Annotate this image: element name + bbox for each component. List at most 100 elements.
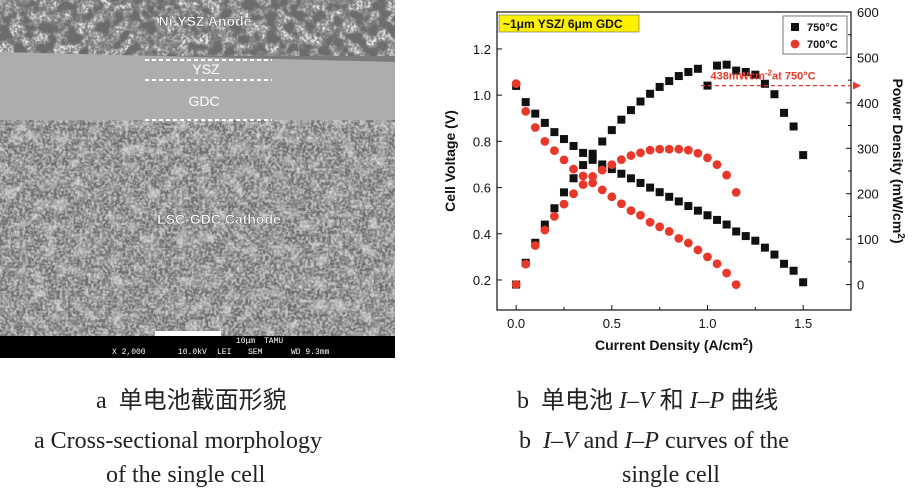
point-voltage-750	[569, 141, 578, 150]
caption-b-en-letter: b	[519, 428, 531, 454]
point-power-700	[664, 144, 674, 154]
point-voltage-700	[597, 185, 607, 195]
point-power-700	[712, 160, 722, 170]
point-voltage-750	[684, 202, 693, 211]
point-voltage-750	[799, 278, 808, 287]
point-voltage-750	[665, 192, 674, 201]
point-power-700	[636, 148, 645, 158]
annotation-box-text: ~1μm YSZ/ 6μm GDC	[503, 17, 623, 31]
legend-marker-750	[791, 23, 799, 31]
label-anode: Ni-YSZ Anode	[159, 13, 252, 29]
y-left-axis-label: Cell Voltage (V)	[442, 110, 458, 212]
point-voltage-700	[530, 123, 540, 132]
point-power-750	[799, 151, 808, 160]
point-voltage-750	[760, 243, 769, 252]
caption-a-zh-text: 单电池截面形貌	[118, 388, 287, 414]
caption-b-zh-letter: b	[517, 388, 529, 414]
point-power-750	[780, 108, 789, 117]
y-left-tick-label: 1.0	[473, 88, 491, 103]
point-power-750	[713, 61, 722, 70]
scale-bar	[155, 331, 221, 336]
point-voltage-700	[550, 146, 559, 156]
point-power-750	[579, 161, 588, 170]
caption-b-zh-he: 和	[659, 388, 684, 414]
label-ysz: YSZ	[192, 61, 220, 77]
point-voltage-750	[780, 259, 789, 268]
caption-b-en-rest: curves of the	[664, 428, 789, 454]
point-power-700	[511, 280, 521, 289]
point-voltage-700	[645, 217, 655, 227]
point-power-700	[693, 148, 703, 158]
legend-label: 750°C	[807, 22, 838, 34]
point-voltage-700	[540, 136, 550, 146]
legend-label: 700°C	[807, 39, 838, 51]
point-voltage-750	[770, 250, 779, 259]
y-right-tick-label: 300	[857, 141, 879, 156]
scale-bar-length: 10μm	[236, 337, 255, 346]
point-power-750	[569, 174, 578, 183]
point-power-700	[550, 212, 559, 221]
point-voltage-700	[722, 268, 732, 278]
point-voltage-750	[741, 232, 750, 241]
y-right-tick-label: 100	[857, 232, 879, 247]
iv-ip-chart: 0.0 0.5 1.0 1.5 0.2 0.4 0.6 0.8 1.0 1.2 0 100 200 300…	[442, 5, 906, 353]
point-voltage-750	[751, 236, 760, 245]
caption-b-zh: b 单电池 I–V 和 I–P 曲线	[517, 380, 778, 415]
caption-b-en-iv: I–V	[543, 428, 578, 454]
point-power-700	[683, 145, 693, 155]
y-right-tick-label: 200	[857, 187, 879, 202]
point-voltage-700	[588, 178, 598, 188]
point-power-700	[540, 225, 550, 235]
point-power-750	[588, 149, 597, 158]
caption-b-zh-pre: 单电池	[541, 388, 619, 414]
point-voltage-750	[789, 266, 798, 275]
y-left-tick-label: 0.2	[473, 273, 491, 288]
annotation-box	[498, 14, 640, 33]
point-power-750	[559, 188, 568, 197]
point-power-700	[674, 144, 684, 154]
point-power-700	[607, 160, 617, 170]
label-gdc: GDC	[188, 93, 219, 109]
caption-a-en-1: a Cross-sectional morphology	[34, 428, 322, 454]
point-voltage-700	[578, 171, 588, 181]
point-voltage-750	[732, 227, 741, 236]
plot-frame	[496, 11, 852, 311]
caption-b-en-ip: I–P	[624, 428, 659, 454]
point-voltage-750	[636, 178, 645, 187]
y-left-tick-label: 0.6	[473, 181, 491, 196]
y-right-tick-label: 500	[857, 50, 879, 65]
point-voltage-750	[674, 197, 683, 206]
y-right-tick-label: 0	[857, 278, 864, 293]
point-voltage-700	[636, 210, 645, 220]
point-voltage-700	[616, 199, 626, 209]
point-voltage-750	[617, 169, 626, 178]
y-right-axis-label: Power Density (mW/cm2)	[890, 78, 906, 243]
caption-a-en-2: of the single cell	[106, 462, 266, 488]
point-power-750	[722, 60, 731, 69]
legend-marker-700	[790, 39, 800, 49]
point-voltage-700	[693, 245, 703, 255]
point-power-700	[722, 170, 732, 180]
x-tick-label: 0.0	[507, 316, 525, 331]
label-cathode: LSC-GDC Cathode	[157, 211, 281, 227]
point-power-700	[530, 241, 540, 250]
caption-b-zh-ip: I–P	[689, 388, 725, 414]
point-voltage-750	[693, 206, 702, 215]
point-voltage-750	[646, 183, 655, 192]
point-voltage-700	[521, 106, 531, 116]
point-power-750	[674, 72, 683, 81]
point-power-750	[751, 70, 760, 79]
point-voltage-750	[626, 174, 635, 183]
point-voltage-700	[674, 233, 684, 243]
annotation-peak-arrowhead	[853, 81, 861, 90]
point-voltage-750	[559, 135, 568, 144]
point-power-700	[588, 172, 598, 181]
point-power-750	[684, 67, 693, 76]
point-power-700	[703, 153, 712, 163]
point-voltage-700	[569, 164, 578, 174]
point-power-750	[636, 97, 645, 106]
point-power-750	[598, 137, 607, 146]
point-power-750	[646, 89, 655, 98]
y-right-tick-label: 600	[857, 5, 879, 20]
point-voltage-750	[550, 128, 559, 137]
